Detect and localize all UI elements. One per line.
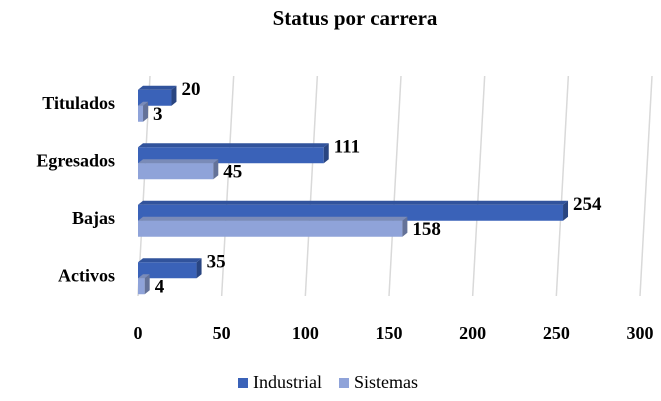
data-label: 3 [153,104,163,125]
data-label: 111 [334,137,360,158]
data-label: 35 [207,252,226,273]
data-label: 254 [573,194,602,215]
x-tick-label: 150 [376,323,403,343]
bar [138,220,403,237]
x-tick-label: 0 [134,323,143,343]
x-tick-label: 300 [627,323,654,343]
bar-side [143,101,149,122]
bar [138,278,145,295]
grid-line [471,75,486,297]
chart-title: Status por carrera [273,6,438,30]
y-tick-label: Titulados [42,93,115,113]
bar-top [138,101,149,106]
bar-side [196,258,202,279]
bar-side [171,85,177,106]
bar-top [138,216,408,221]
grid-line [220,75,235,297]
bar [138,105,144,122]
legend-label: Industrial [253,372,322,392]
y-tick-label: Egresados [36,150,115,170]
bar-top [138,143,329,148]
grid-line [555,75,570,297]
bar-top [138,85,177,90]
bar-side [323,143,329,164]
bar-side [144,274,150,295]
data-label: 4 [155,277,165,298]
data-label: 20 [181,79,200,100]
data-label: 158 [412,219,441,240]
x-tick-label: 50 [213,323,231,343]
bar-side [563,200,569,221]
x-tick-label: 200 [459,323,486,343]
grid-line [639,75,653,297]
bar-top [138,200,569,205]
bar [138,262,197,279]
bar-top [138,274,150,279]
bar-side [213,159,219,180]
y-tick-label: Activos [58,265,115,285]
bar-side [402,216,408,237]
x-tick-label: 250 [543,323,570,343]
legend-label: Sistemas [354,372,418,392]
y-tick-label: Bajas [72,208,115,228]
bar [138,163,214,180]
bar-top [138,159,219,164]
grid-line [304,75,319,297]
legend-swatch [339,378,349,388]
data-label: 45 [223,162,242,183]
legend-swatch [238,378,248,388]
bar-top [138,258,202,263]
grid-line [388,75,402,297]
x-tick-label: 100 [292,323,319,343]
